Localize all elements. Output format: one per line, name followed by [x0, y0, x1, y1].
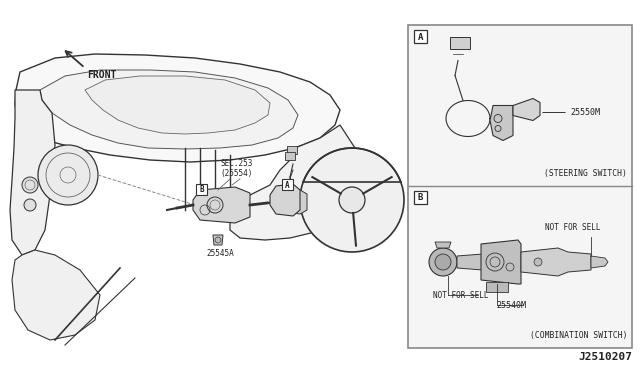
Circle shape	[215, 237, 221, 243]
Text: 25540M: 25540M	[496, 301, 526, 310]
Polygon shape	[481, 240, 521, 284]
Text: 25550M: 25550M	[570, 108, 600, 117]
Text: A: A	[285, 180, 290, 189]
Polygon shape	[213, 235, 223, 245]
Polygon shape	[490, 106, 513, 141]
Polygon shape	[591, 256, 608, 268]
Polygon shape	[435, 242, 451, 248]
Text: FRONT: FRONT	[87, 70, 116, 80]
Polygon shape	[40, 70, 298, 149]
Polygon shape	[15, 54, 340, 162]
Bar	[486, 282, 508, 292]
Polygon shape	[10, 90, 55, 255]
Text: A: A	[418, 32, 423, 42]
Text: 25545A: 25545A	[206, 249, 234, 258]
Circle shape	[22, 177, 38, 193]
Text: B: B	[418, 193, 423, 202]
Bar	[450, 36, 470, 48]
Circle shape	[339, 187, 365, 213]
Bar	[414, 30, 427, 43]
Polygon shape	[457, 254, 483, 270]
Polygon shape	[513, 99, 540, 121]
Circle shape	[435, 254, 451, 270]
Text: B: B	[199, 186, 204, 195]
Circle shape	[38, 145, 98, 205]
Circle shape	[429, 248, 457, 276]
Bar	[285, 152, 295, 160]
Text: (STEERING SWITCH): (STEERING SWITCH)	[544, 169, 627, 178]
Circle shape	[534, 258, 542, 266]
Bar	[414, 191, 427, 204]
Polygon shape	[521, 248, 591, 276]
Bar	[282, 179, 293, 190]
Polygon shape	[193, 187, 250, 223]
Circle shape	[24, 199, 36, 211]
Text: NOT FOR SELL: NOT FOR SELL	[433, 291, 489, 300]
Text: SEC.253
(25554): SEC.253 (25554)	[221, 158, 253, 178]
Circle shape	[300, 148, 404, 252]
Polygon shape	[282, 190, 307, 214]
Text: NOT FOR SELL: NOT FOR SELL	[545, 223, 601, 232]
Polygon shape	[85, 76, 270, 134]
Bar	[196, 184, 207, 195]
Polygon shape	[230, 125, 360, 240]
Bar	[408, 25, 632, 348]
Polygon shape	[12, 250, 100, 340]
Bar	[287, 146, 297, 154]
Polygon shape	[270, 184, 300, 216]
Text: J2510207: J2510207	[578, 352, 632, 362]
Text: (COMBINATION SWITCH): (COMBINATION SWITCH)	[529, 331, 627, 340]
